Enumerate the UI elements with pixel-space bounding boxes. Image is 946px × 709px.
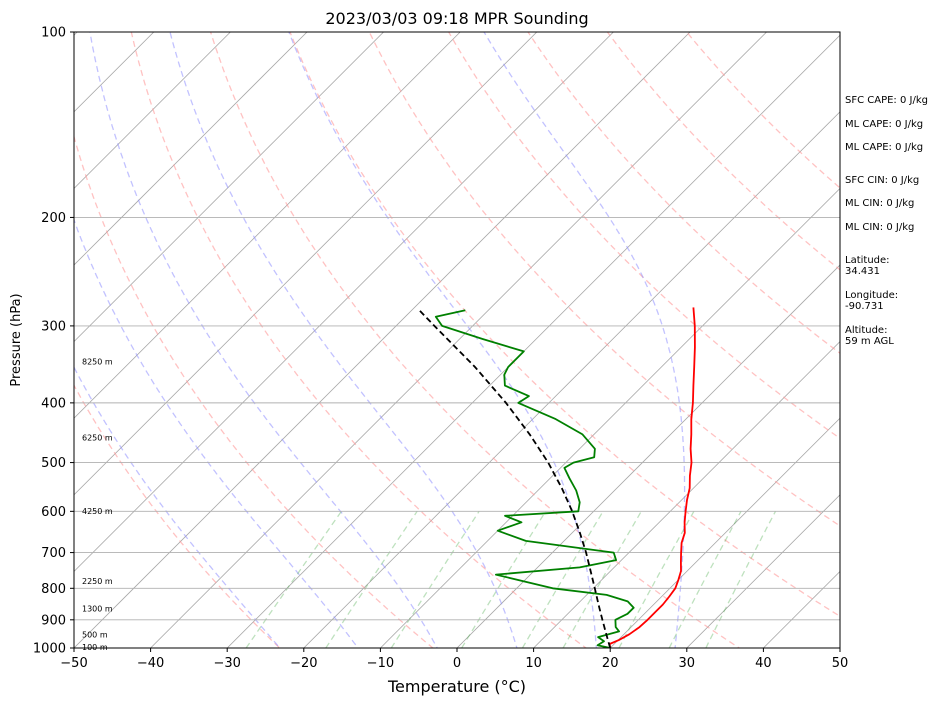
x-tick-label: −50 [60,656,87,671]
ml-cape-stat: ML CAPE: 0 J/kg [845,119,923,130]
x-tick-label: −40 [137,656,164,671]
x-axis-label: Temperature (°C) [387,677,526,696]
sfc-cin-stat: SFC CIN: 0 J/kg [845,175,919,186]
y-axis-label: Pressure (hPa) [9,293,24,386]
height-label: 6250 m [82,433,113,442]
ml-cape-stat-2: ML CAPE: 0 J/kg [845,142,923,153]
height-label: 2250 m [82,577,113,586]
x-tick-label: −10 [367,656,394,671]
y-tick-label: 800 [41,582,66,597]
y-tick-label: 200 [41,211,66,226]
x-tick-label: −20 [290,656,317,671]
chart-title: 2023/03/03 09:18 MPR Sounding [325,9,588,28]
y-tick-label: 100 [41,26,66,41]
x-tick-label: 40 [755,656,772,671]
x-tick-label: 20 [602,656,619,671]
y-tick-label: 300 [41,319,66,334]
height-label: 500 m [82,630,108,639]
y-tick-label: 700 [41,546,66,561]
ml-cin-stat-2: ML CIN: 0 J/kg [845,222,914,233]
y-tick-label: 500 [41,456,66,471]
x-tick-label: 10 [525,656,542,671]
sfc-cape-stat: SFC CAPE: 0 J/kg [845,95,928,106]
height-label: 8250 m [82,358,113,367]
x-tick-label: 50 [832,656,849,671]
latitude-stat: Latitude: 34.431 [845,255,890,277]
height-label: 4250 m [82,507,113,516]
x-tick-label: 30 [679,656,696,671]
ml-cin-stat: ML CIN: 0 J/kg [845,198,914,209]
height-label: 100 m [82,643,108,652]
height-label: 1300 m [82,605,113,614]
x-tick-label: −30 [213,656,240,671]
y-tick-label: 600 [41,505,66,520]
x-tick-label: 0 [453,656,461,671]
longitude-stat: Longitude: -90.731 [845,290,898,312]
altitude-stat: Altitude: 59 m AGL [845,325,894,347]
y-tick-label: 900 [41,613,66,628]
y-tick-label: 400 [41,396,66,411]
y-tick-label: 1000 [33,642,66,657]
